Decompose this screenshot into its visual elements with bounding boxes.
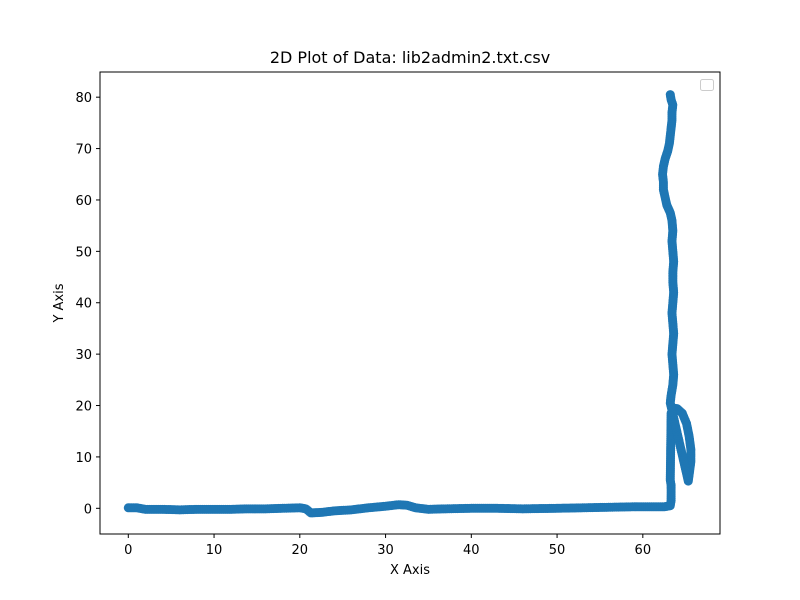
y-tick-label: 20 [75, 400, 92, 415]
y-tick-label: 70 [75, 143, 92, 158]
x-tick-label: 50 [549, 543, 566, 558]
axes-frame [99, 71, 721, 535]
legend-box [700, 79, 714, 91]
x-axis-ticks: 0 10 20 30 40 50 60 [124, 534, 651, 558]
data-points [123, 90, 696, 518]
plot-area [123, 90, 696, 518]
chart-title: 2D Plot of Data: lib2admin2.txt.csv [270, 48, 550, 67]
y-axis-label: Y Axis [52, 283, 67, 323]
x-tick-label: 30 [377, 543, 394, 558]
x-axis-label: X Axis [390, 563, 430, 578]
y-tick-label: 50 [75, 245, 92, 260]
y-tick-label: 80 [75, 91, 92, 106]
x-tick-label: 0 [124, 543, 132, 558]
x-tick-label: 40 [463, 543, 480, 558]
x-tick-label: 10 [206, 543, 223, 558]
y-tick-label: 60 [75, 194, 92, 209]
y-tick-label: 40 [75, 297, 92, 312]
data-point [665, 90, 675, 100]
y-axis-ticks: 0 10 20 30 40 50 60 70 80 [75, 91, 100, 517]
y-tick-label: 0 [84, 502, 92, 517]
y-tick-label: 30 [75, 348, 92, 363]
x-tick-label: 60 [635, 543, 652, 558]
y-tick-label: 10 [75, 451, 92, 466]
x-tick-label: 20 [292, 543, 309, 558]
